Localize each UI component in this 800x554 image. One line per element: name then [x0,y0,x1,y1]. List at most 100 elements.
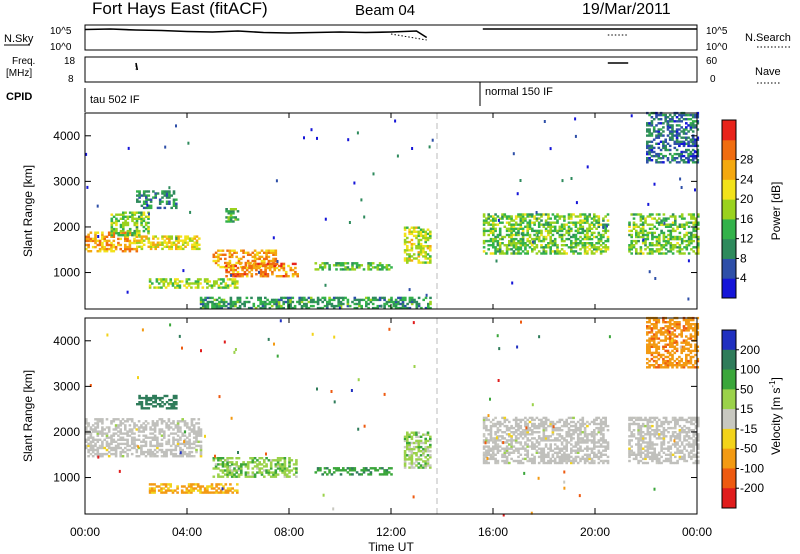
data-cell [696,111,700,115]
data-cell [212,459,216,462]
data-cell [298,298,301,302]
data-cell [551,229,555,233]
data-cell [348,467,352,470]
data-cell [126,247,129,251]
power-colorbar-label: Power [dB] [769,182,783,241]
data-cell [137,428,141,431]
data-cell [628,435,631,438]
data-cell [226,278,230,281]
data-cell [258,270,260,274]
data-cell [648,441,652,444]
data-cell [89,426,93,429]
data-cell [247,306,251,310]
data-cell [390,298,393,302]
data-cell [572,437,575,440]
data-cell [676,225,679,228]
data-cell [424,234,427,238]
data-cell [203,487,207,490]
data-cell [606,447,610,450]
data-cell [101,444,104,448]
data-cell [606,429,610,432]
data-cell [121,455,125,458]
data-cell [277,302,281,306]
data-cell [224,257,227,261]
data-cell [696,136,700,139]
data-cell [367,296,370,300]
data-cell [572,424,575,428]
data-cell [367,298,370,302]
data-cell [419,242,423,246]
data-cell [427,304,430,308]
data-cell [401,298,405,302]
data-cell [158,202,162,205]
data-cell [492,422,495,426]
data-cell [553,244,557,247]
data-cell [628,459,631,463]
data-cell [260,463,264,466]
data-cell [287,304,290,308]
data-cell [593,244,596,247]
data-cell [119,231,122,234]
data-cell [651,459,654,463]
data-cell [632,213,636,216]
data-cell [162,280,166,283]
data-cell [217,257,220,261]
power-plot-bg [85,113,697,309]
data-cell [648,252,652,255]
data-cell [321,473,324,476]
data-cell [192,418,196,421]
data-cell [124,211,127,214]
data-cell [556,252,559,255]
data-cell [537,225,541,228]
data-cell [316,306,320,310]
data-cell [429,464,432,467]
data-cell [628,447,631,450]
data-cell [337,467,340,470]
data-cell [192,282,195,285]
data-cell [682,130,686,133]
data-cell [156,237,160,240]
data-cell [122,215,125,218]
data-cell [570,177,573,180]
data-cell [489,447,493,450]
data-cell [152,405,155,408]
data-cell [558,433,562,436]
data-cell [264,304,267,308]
data-cell [635,229,638,233]
data-cell [280,304,283,308]
data-cell [412,257,416,260]
data-cell [678,429,682,432]
data-cell [264,268,267,272]
data-cell [632,227,636,230]
data-cell [154,194,157,197]
data-cell [163,245,167,248]
data-cell [140,401,144,404]
data-cell [135,231,139,234]
data-cell [579,459,582,463]
data-cell [632,420,636,424]
data-cell [496,461,500,465]
data-cell [164,491,168,494]
data-cell [494,461,497,465]
data-cell [558,229,562,233]
data-cell [565,435,568,438]
data-cell [583,457,587,461]
data-cell [142,190,146,193]
data-cell [657,157,661,160]
data-cell [206,296,210,300]
data-cell [138,192,141,195]
data-cell [639,443,643,446]
data-cell [415,452,418,455]
data-cell [682,161,686,164]
data-cell [678,132,681,135]
data-cell [112,446,116,450]
data-cell [586,445,589,448]
data-cell [549,252,552,255]
data-cell [512,418,516,422]
data-cell [224,469,227,472]
data-cell [485,252,488,255]
data-cell [514,217,518,220]
data-cell [406,240,409,244]
data-cell [188,434,191,437]
data-cell [651,447,654,450]
